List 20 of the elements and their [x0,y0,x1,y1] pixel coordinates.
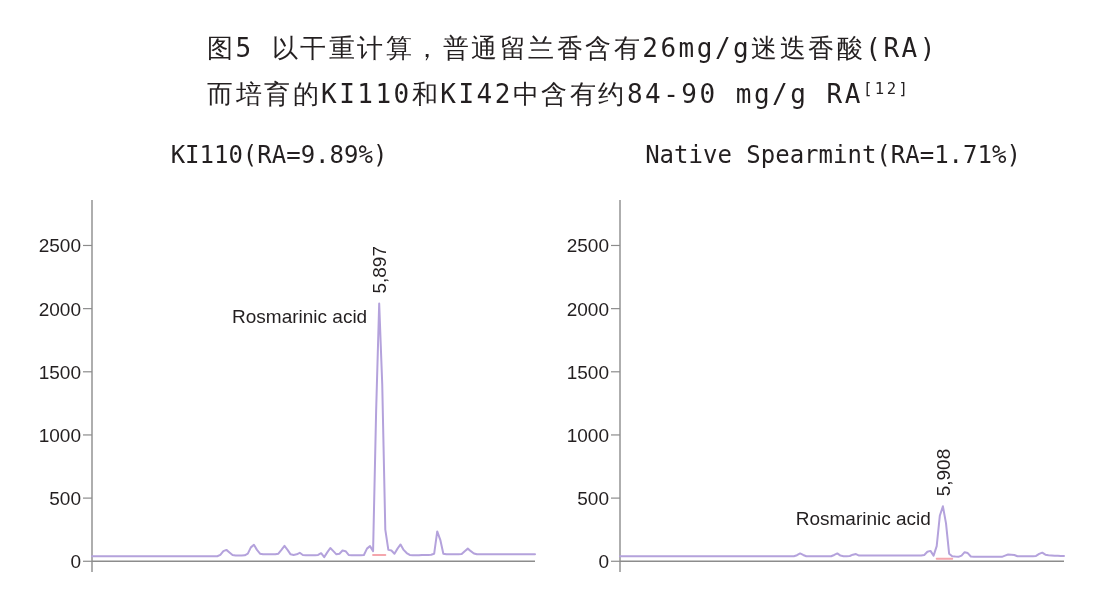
y-tick-label: 1000 [38,424,81,446]
annotation: Rosmarinic acid [795,507,931,529]
y-tick-label: 500 [577,487,609,509]
annotation: Rosmarinic acid [232,305,368,327]
panel-title: Native Spearmint(RA=1.71%) [645,141,1021,169]
subtitle: 而培育的KI110和KI42中含有约84-90 mg/g RA$^{[12]}$ [207,79,911,109]
y-tick-label: 2000 [38,298,81,320]
panel-title: KI110(RA=9.89%) [170,141,388,169]
title: 图5 以干重计算，普通留兰香含有26mg/g迷迭香酸(RA) [207,33,938,63]
annotation: 5,897 [368,246,390,294]
annotation: 5,908 [932,448,954,497]
y-tick-label: 1500 [566,361,609,383]
y-tick-label: 1000 [566,424,609,446]
y-tick-label: 2500 [566,234,609,256]
y-tick-label: 0 [598,550,609,572]
y-tick-label: 0 [70,550,81,572]
y-tick-label: 2000 [566,298,609,320]
y-tick-label: 2500 [38,234,81,256]
y-tick-label: 1500 [38,361,81,383]
y-tick-label: 500 [49,487,81,509]
